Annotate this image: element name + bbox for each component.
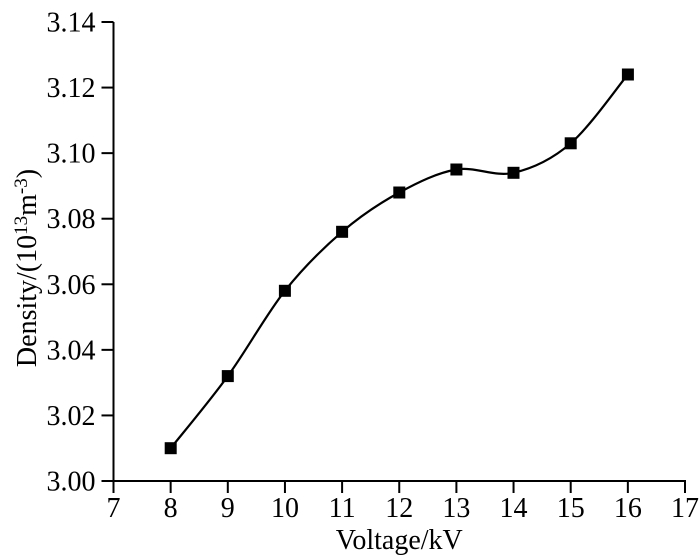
x-tick-label: 10 xyxy=(271,493,299,524)
y-axis-title-prefix: Density/(10 xyxy=(12,235,43,367)
x-tick-label: 14 xyxy=(500,493,528,524)
y-tick-label: 3.02 xyxy=(47,401,96,432)
data-point-marker xyxy=(393,186,406,199)
y-tick-label: 3.04 xyxy=(47,335,96,366)
y-axis-title-superscript: -3 xyxy=(11,178,32,194)
y-axis-title-mid: m xyxy=(12,194,43,216)
x-tick-label: 7 xyxy=(107,493,121,524)
data-point-marker xyxy=(621,68,634,81)
y-tick-label: 3.14 xyxy=(47,8,96,39)
data-point-marker xyxy=(450,163,463,176)
y-axis-title: Density/(1013m-3) xyxy=(11,169,43,367)
data-point-marker xyxy=(164,442,177,455)
y-tick-label: 3.10 xyxy=(47,139,96,170)
x-tick-label: 12 xyxy=(385,493,413,524)
x-tick-label: 17 xyxy=(671,493,699,524)
x-tick-label: 9 xyxy=(221,493,235,524)
y-axis-title-superscript: 13 xyxy=(11,216,32,235)
data-curve xyxy=(169,73,629,449)
data-point-marker xyxy=(221,370,234,383)
data-point-marker xyxy=(278,284,291,297)
y-axis-title-suffix: ) xyxy=(12,169,43,178)
x-tick-label: 15 xyxy=(557,493,585,524)
x-tick-label: 11 xyxy=(329,493,356,524)
data-point-marker xyxy=(564,137,577,150)
x-tick-label: 16 xyxy=(614,493,642,524)
y-tick-label: 3.12 xyxy=(47,73,96,104)
data-point-marker xyxy=(507,166,520,179)
y-tick-label: 3.08 xyxy=(47,204,96,235)
x-tick-label: 13 xyxy=(442,493,470,524)
y-tick-label: 3.06 xyxy=(47,270,96,301)
x-axis-title: Voltage/kV xyxy=(336,525,463,556)
data-point-marker xyxy=(336,225,349,238)
x-tick-label: 8 xyxy=(164,493,178,524)
y-tick-label: 3.00 xyxy=(47,467,96,498)
